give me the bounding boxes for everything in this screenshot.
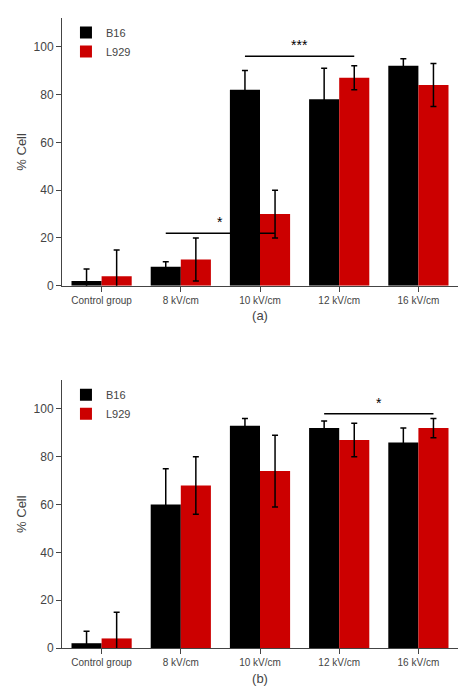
svg-text:0: 0 [47, 641, 54, 655]
svg-text:B16: B16 [106, 389, 126, 401]
svg-text:(b): (b) [252, 671, 268, 686]
svg-text:60: 60 [40, 498, 54, 512]
svg-text:(a): (a) [252, 308, 268, 323]
svg-text:Control group: Control group [71, 295, 132, 306]
svg-text:60: 60 [40, 136, 54, 150]
svg-text:0: 0 [47, 279, 54, 293]
svg-text:40: 40 [40, 183, 54, 197]
svg-text:80: 80 [40, 450, 54, 464]
svg-text:B16: B16 [106, 27, 126, 39]
svg-text:***: *** [291, 37, 308, 53]
svg-text:16 kV/cm: 16 kV/cm [398, 295, 440, 306]
svg-text:10 kV/cm: 10 kV/cm [239, 295, 281, 306]
svg-text:8 kV/cm: 8 kV/cm [163, 657, 199, 668]
svg-text:*: * [376, 395, 382, 411]
svg-text:% Cell: % Cell [14, 495, 29, 533]
svg-text:100: 100 [34, 40, 54, 54]
svg-text:80: 80 [40, 88, 54, 102]
svg-text:*: * [217, 214, 223, 230]
svg-text:100: 100 [34, 402, 54, 416]
svg-text:20: 20 [40, 593, 54, 607]
svg-text:16 kV/cm: 16 kV/cm [398, 657, 440, 668]
svg-text:20: 20 [40, 231, 54, 245]
svg-text:12 kV/cm: 12 kV/cm [318, 295, 360, 306]
svg-text:12 kV/cm: 12 kV/cm [318, 657, 360, 668]
svg-text:8 kV/cm: 8 kV/cm [163, 295, 199, 306]
svg-text:10 kV/cm: 10 kV/cm [239, 657, 281, 668]
svg-text:Control group: Control group [71, 657, 132, 668]
svg-text:L929: L929 [106, 46, 130, 58]
svg-text:% Cell: % Cell [14, 133, 29, 171]
svg-text:L929: L929 [106, 408, 130, 420]
svg-text:40: 40 [40, 546, 54, 560]
